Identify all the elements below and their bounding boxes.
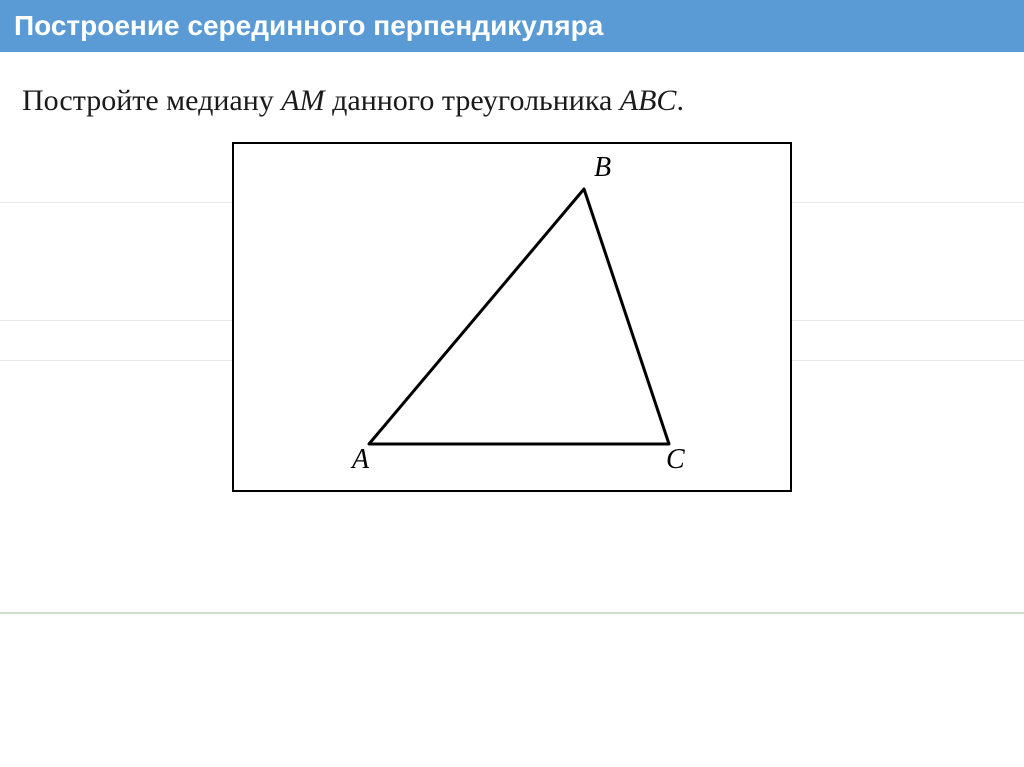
task-prefix: Постройте медиану xyxy=(22,84,281,117)
vertex-label-b: B xyxy=(594,152,611,184)
header-title: Построение серединного перпендикуляра xyxy=(14,10,603,41)
triangle-name: ABC xyxy=(620,84,677,117)
task-statement: Постройте медиану AM данного треугольник… xyxy=(0,52,1024,118)
accent-line xyxy=(0,612,1024,614)
header-bar: Построение серединного перпендикуляра xyxy=(0,0,1024,52)
figure-area: A B C xyxy=(0,142,1024,492)
triangle-shape xyxy=(369,189,669,444)
triangle-svg xyxy=(234,144,794,494)
task-middle: данного треугольника xyxy=(325,84,620,117)
vertex-label-a: A xyxy=(352,444,369,476)
median-name: AM xyxy=(281,84,324,117)
figure-box: A B C xyxy=(232,142,792,492)
vertex-label-c: C xyxy=(666,444,685,476)
task-suffix: . xyxy=(676,84,684,117)
